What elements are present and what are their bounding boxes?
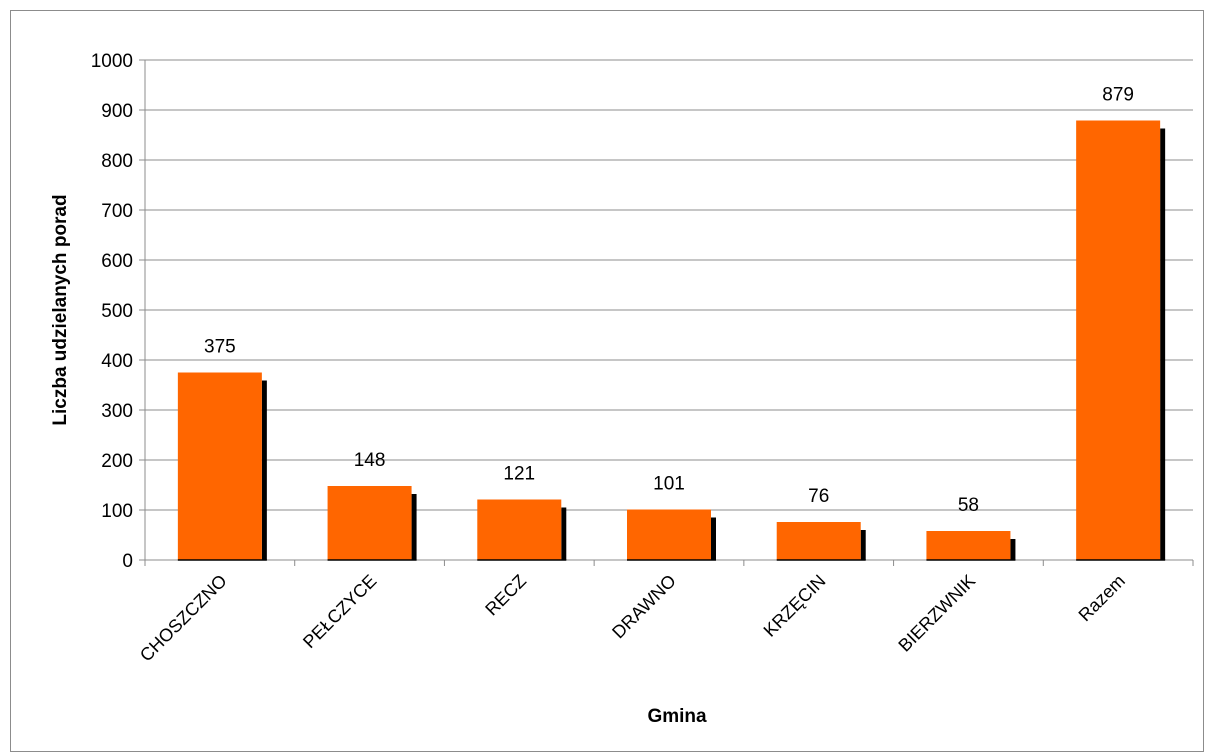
bar [327, 486, 412, 560]
y-tick-label: 400 [101, 351, 133, 372]
y-tick-label: 800 [101, 151, 133, 172]
data-label: 76 [808, 486, 829, 507]
x-category-label: KRZĘCIN [760, 571, 830, 641]
y-tick-label: 600 [101, 251, 133, 272]
bar [477, 499, 562, 560]
bars [177, 120, 1166, 561]
x-category-label: RECZ [481, 571, 530, 620]
bar-shadow [1160, 128, 1166, 560]
x-axis-title: Gmina [647, 706, 707, 727]
y-tick-label: 300 [101, 401, 133, 422]
y-tick-label: 700 [101, 201, 133, 222]
y-tick-label: 1000 [91, 51, 133, 72]
data-labels: 375 148 121 101 76 58 879 [204, 85, 1134, 517]
data-label: 375 [204, 337, 236, 358]
y-tick-label: 100 [101, 501, 133, 522]
x-category-label: DRAWNO [608, 571, 680, 643]
bar [926, 531, 1011, 560]
data-label: 148 [354, 450, 386, 471]
data-label: 879 [1102, 85, 1134, 106]
y-axis-title: Liczba udzielanych porad [50, 194, 71, 425]
bar [177, 372, 262, 560]
y-axis-ticks: 0 100 200 300 400 500 600 700 800 900 1000 [91, 51, 145, 572]
y-tick-label: 200 [101, 451, 133, 472]
y-tick-label: 0 [122, 551, 133, 572]
bar [776, 522, 861, 560]
x-category-label: Razem [1075, 571, 1129, 625]
bar [627, 509, 711, 560]
x-axis-category-labels: CHOSZCZNO PEŁCZYCE RECZ DRAWNO KRZĘCIN BIERZW… [136, 571, 1129, 666]
data-label: 101 [653, 474, 685, 495]
bar-shadow [711, 517, 716, 560]
bar-shadow [411, 494, 417, 560]
data-label: 58 [958, 495, 979, 516]
bar-shadow [561, 507, 567, 560]
x-category-label: PEŁCZYCE [299, 571, 380, 652]
y-tick-label: 500 [101, 301, 133, 322]
data-label: 121 [503, 464, 535, 485]
bar-shadow [860, 530, 866, 560]
bar-shadow [261, 380, 267, 560]
gridlines [144, 59, 1194, 566]
x-category-label: BIERZWNIK [894, 571, 979, 656]
bar [1076, 120, 1161, 560]
y-tick-label: 900 [101, 101, 133, 122]
x-category-label: CHOSZCZNO [136, 571, 231, 666]
bar-shadow [1010, 539, 1016, 560]
